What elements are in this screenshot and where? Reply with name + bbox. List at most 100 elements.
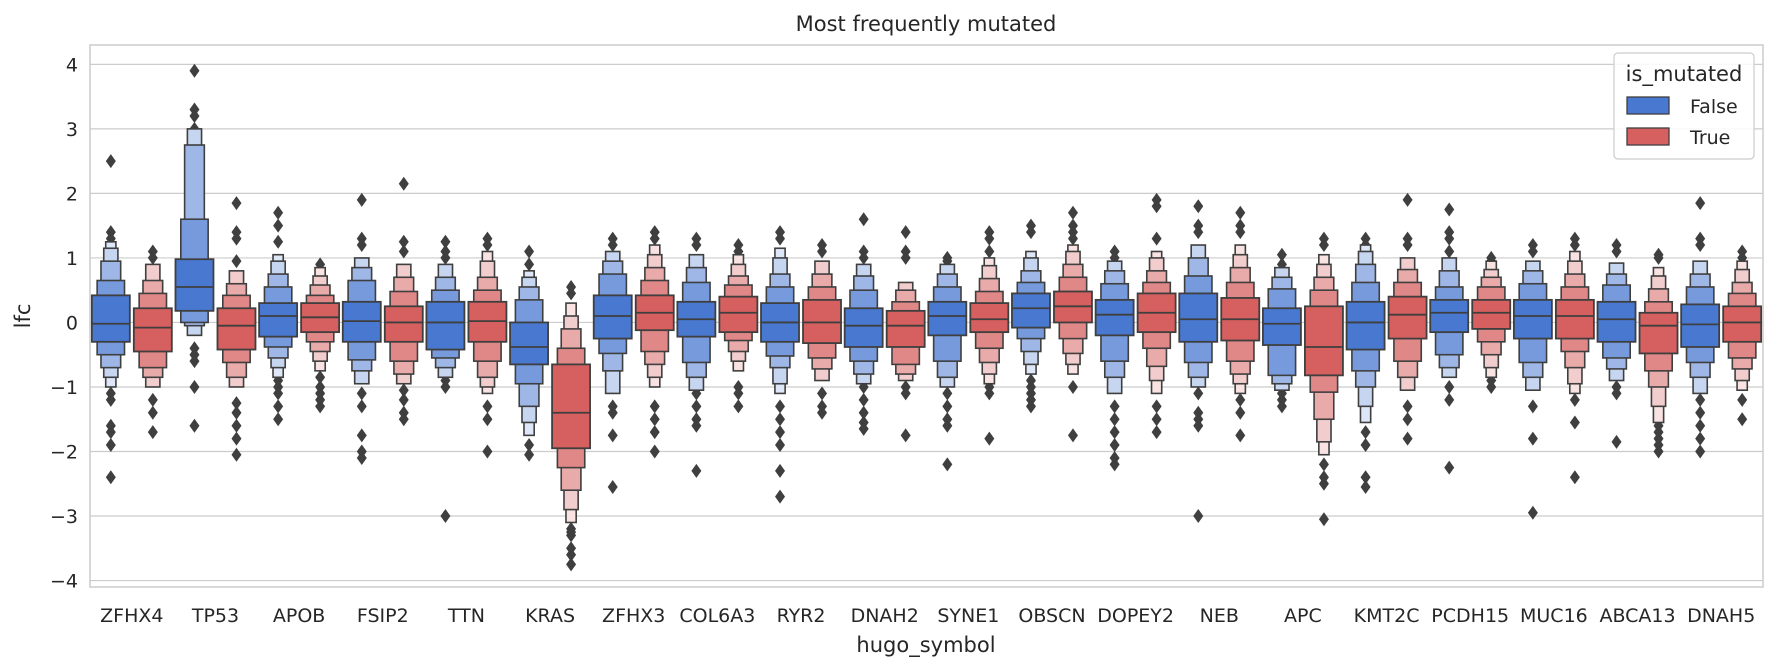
outlier-point — [858, 421, 869, 436]
x-tick-label: MUC16 — [1520, 605, 1588, 627]
outlier-point — [649, 231, 660, 246]
legend-label-false: False — [1690, 96, 1738, 118]
boxen-ryr2-true — [802, 238, 842, 420]
outlier-point — [189, 108, 200, 123]
boxen-fsip2-false — [341, 192, 382, 465]
y-tick-label: −2 — [50, 442, 78, 464]
chart-title: Most frequently mutated — [796, 12, 1057, 36]
outlier-point — [1067, 231, 1078, 246]
outlier-point — [1109, 399, 1120, 414]
grid-lines — [90, 63, 1763, 582]
outlier-point — [1235, 405, 1246, 420]
outlier-point — [1444, 231, 1455, 246]
outlier-point — [398, 244, 409, 259]
outlier-point — [105, 425, 116, 440]
outlier-point — [398, 176, 409, 191]
outlier-point — [231, 431, 242, 446]
outlier-point — [273, 205, 284, 220]
outlier-point — [1402, 192, 1413, 207]
outlier-point — [1695, 431, 1706, 446]
plot-frame — [89, 44, 1764, 588]
outlier-point — [189, 418, 200, 433]
outlier-point — [691, 463, 702, 478]
iqr-box — [1638, 311, 1679, 355]
outlier-point — [189, 379, 200, 394]
outlier-point — [356, 450, 367, 465]
boxen-muc16-false — [1512, 238, 1553, 520]
x-tick-label: SYNE1 — [937, 605, 999, 627]
x-tick-label: DNAH2 — [851, 605, 919, 627]
outlier-point — [775, 399, 786, 414]
x-tick-label: TTN — [447, 605, 485, 627]
outlier-point — [105, 438, 116, 453]
boxen-dnah5-true — [1722, 244, 1763, 427]
outlier-point — [858, 212, 869, 227]
outlier-point — [356, 238, 367, 253]
outlier-point — [1527, 244, 1538, 259]
outlier-point — [105, 470, 116, 485]
outlier-point — [1235, 205, 1246, 220]
y-tick-label: −4 — [50, 571, 78, 593]
outlier-point — [482, 412, 493, 427]
boxen-apob-false — [258, 205, 299, 427]
x-tick-label: RYR2 — [777, 605, 826, 627]
outlier-point — [356, 399, 367, 414]
iqr-box — [1429, 298, 1470, 334]
outlier-point — [231, 196, 242, 211]
outlier-point — [147, 250, 158, 265]
iqr-box — [1680, 303, 1721, 348]
iqr-box — [1512, 298, 1553, 340]
iqr-box — [90, 294, 131, 343]
outlier-point — [1360, 479, 1371, 494]
iqr-box — [592, 294, 633, 340]
outlier-point — [900, 225, 911, 240]
outlier-point — [607, 238, 618, 253]
outlier-point — [942, 386, 953, 401]
boxen-zfhx4-false — [90, 154, 131, 485]
iqr-box — [1722, 305, 1763, 343]
x-tick-label: DOPEY2 — [1097, 605, 1174, 627]
outlier-point — [524, 244, 535, 259]
outlier-point — [1611, 386, 1622, 401]
outlier-point — [1151, 399, 1162, 414]
outlier-point — [733, 399, 744, 414]
outlier-point — [1611, 244, 1622, 259]
legend-label-true: True — [1689, 127, 1730, 149]
outlier-point — [649, 425, 660, 440]
outlier-point — [858, 392, 869, 407]
outlier-point — [942, 418, 953, 433]
outlier-point — [231, 447, 242, 462]
boxen-muc16-true — [1554, 231, 1595, 485]
y-axis: −4 −3 −2 −1 0 1 2 3 4 — [50, 54, 78, 592]
outlier-point — [775, 231, 786, 246]
y-tick-label: 4 — [66, 54, 78, 76]
outlier-point — [1486, 379, 1497, 394]
boxen-zfhx3-true — [634, 225, 675, 459]
outlier-point — [1695, 444, 1706, 459]
outlier-point — [273, 399, 284, 414]
outlier-point — [231, 254, 242, 269]
outlier-point — [1737, 392, 1748, 407]
outlier-point — [817, 386, 828, 401]
outlier-point — [189, 354, 200, 369]
outlier-point — [231, 231, 242, 246]
y-tick-label: 2 — [66, 183, 78, 205]
outlier-point — [649, 412, 660, 427]
outlier-point — [1444, 202, 1455, 217]
boxen-fsip2-true — [383, 176, 424, 427]
iqr-box — [969, 302, 1010, 334]
boxen-dnah5-false — [1680, 196, 1721, 459]
boxen-col6a3-false — [676, 231, 717, 478]
boxen-apob-true — [300, 257, 341, 414]
outlier-point — [356, 192, 367, 207]
outlier-point — [482, 238, 493, 253]
x-tick-label: FSIP2 — [357, 605, 409, 627]
y-tick-label: −3 — [50, 506, 78, 528]
outlier-point — [189, 63, 200, 78]
outlier-point — [1569, 470, 1580, 485]
x-axis-label: hugo_symbol — [856, 633, 995, 658]
outlier-point — [1109, 425, 1120, 440]
outlier-point — [1193, 199, 1204, 214]
plot-area — [90, 63, 1763, 572]
